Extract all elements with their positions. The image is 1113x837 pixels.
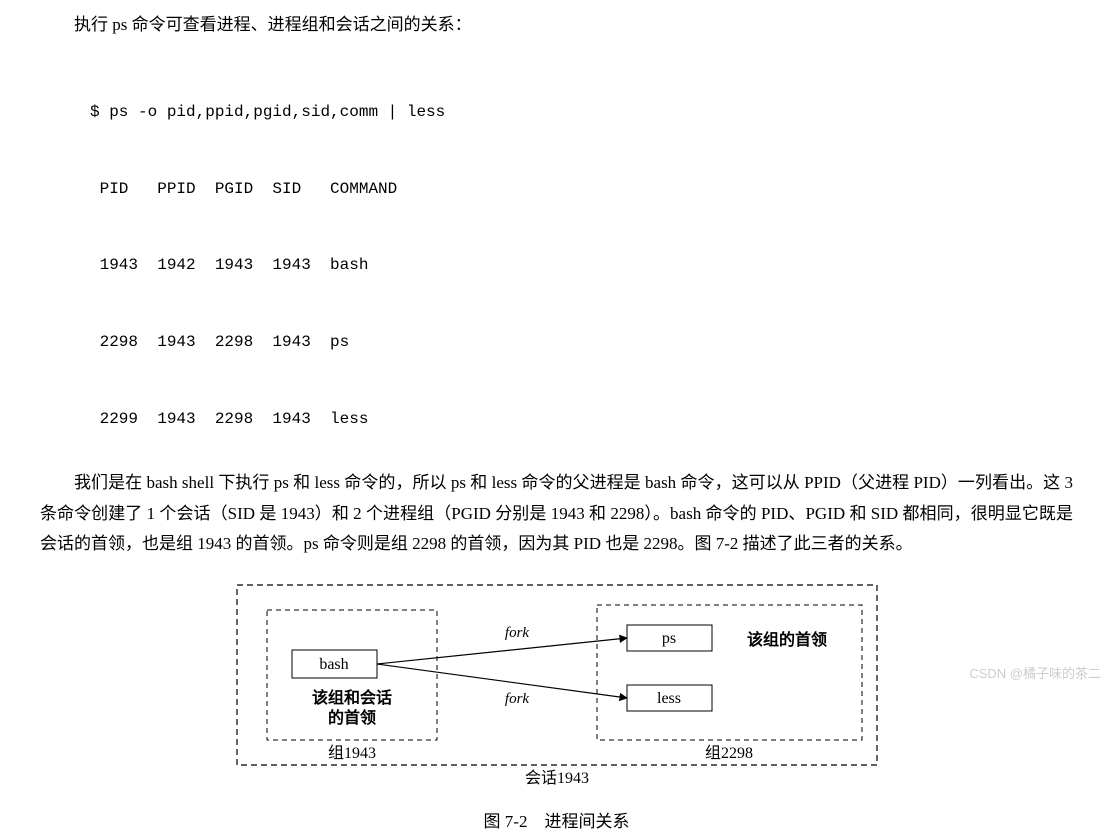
svg-text:该组和会话: 该组和会话 [311, 688, 391, 707]
intro-text: 执行 ps 命令可查看进程、进程组和会话之间的关系： [40, 10, 1073, 41]
code-row: 1943 1942 1943 1943 bash [90, 253, 1073, 279]
svg-text:会话1943: 会话1943 [524, 769, 588, 787]
body-paragraph: 我们是在 bash shell 下执行 ps 和 less 命令的，所以 ps … [40, 468, 1073, 560]
svg-text:组1943: 组1943 [327, 744, 375, 762]
watermark-text: CSDN @橘子味的茶二 [969, 662, 1101, 685]
svg-text:的首领: 的首领 [327, 708, 375, 727]
diagram: 会话1943 bash 该组和会话的首领组1943 ps less 该组的首领组2298 f… [227, 575, 887, 837]
svg-text:fork: fork [504, 625, 529, 641]
svg-text:less: less [657, 690, 681, 707]
svg-text:该组的首领: 该组的首领 [746, 630, 826, 649]
code-row: 2299 1943 2298 1943 less [90, 407, 1073, 433]
svg-text:fork: fork [504, 691, 529, 707]
code-header: PID PPID PGID SID COMMAND [90, 177, 1073, 203]
code-cmd: $ ps -o pid,ppid,pgid,sid,comm | less [90, 100, 1073, 126]
svg-text:组2298: 组2298 [704, 744, 752, 762]
svg-text:ps: ps [661, 630, 675, 647]
code-row: 2298 1943 2298 1943 ps [90, 330, 1073, 356]
figure-caption: 图 7-2 进程间关系 [227, 807, 887, 837]
svg-text:bash: bash [319, 656, 348, 673]
code-block: $ ps -o pid,ppid,pgid,sid,comm | less PI… [90, 49, 1073, 459]
